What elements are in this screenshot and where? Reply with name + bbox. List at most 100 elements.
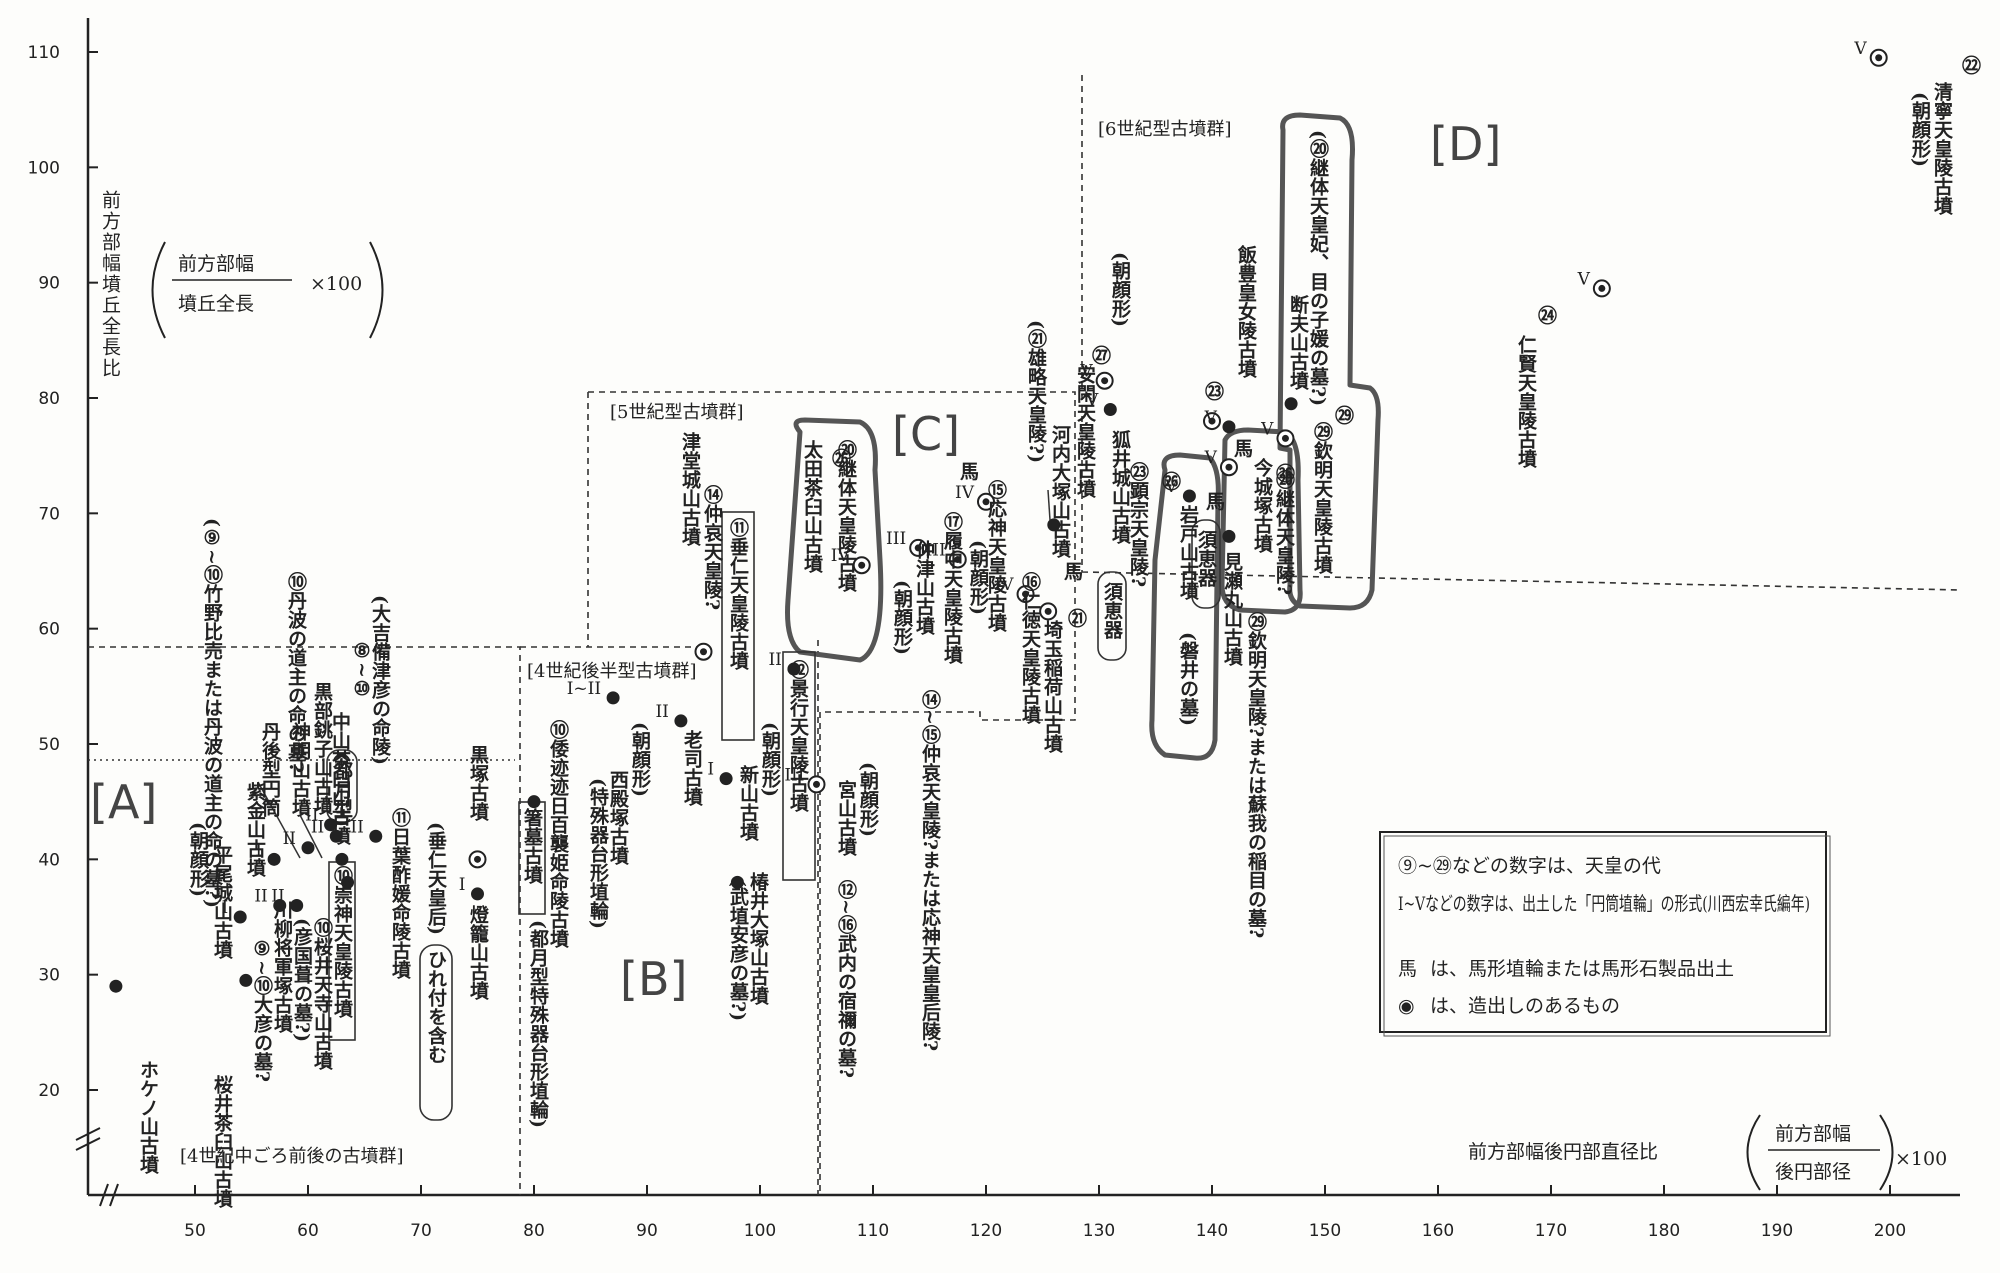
box-suinin (721, 511, 755, 741)
label-asagao-4: (朝顔形) (857, 762, 880, 837)
point-4: II (254, 886, 287, 912)
point-roman-24: III (926, 540, 946, 560)
label-asagao-8: (朝顔形) (1909, 92, 1932, 167)
label-chuai-2: ⑭~⑮仲哀天皇陵?または応神天皇皇后陵? (919, 689, 941, 1051)
y-fraction-denominator: 墳丘全長 (178, 293, 254, 315)
point-8: II (311, 817, 343, 843)
point-dot-28 (1047, 518, 1061, 532)
label-tanba-1: ⑩丹波の道主の命の墓? (285, 571, 308, 773)
group-5c-boundary (587, 391, 1076, 1195)
point-core-24 (954, 555, 962, 563)
point-29: V (1079, 362, 1114, 390)
point-roman-22: IV (831, 546, 851, 566)
point-core-27 (1044, 607, 1052, 615)
label-iitoyo: 飯豊皇女陵古墳 (1235, 244, 1258, 379)
label-asagao-1: (朝顔形) (187, 822, 210, 897)
leader-lines (257, 489, 1051, 859)
legend-item-tsukuridashi-symbol: ◉ (1398, 995, 1415, 1017)
point-dot-0 (109, 979, 123, 993)
point-core-38 (1598, 284, 1606, 292)
point-roman-34: V (1204, 448, 1218, 468)
y-axis-title: 前方部幅墳丘全長比 前方部幅 墳丘全長 ×100 (99, 190, 384, 379)
y-fraction-multiplier: ×100 (310, 273, 362, 295)
point-dot-30 (1103, 403, 1117, 417)
point-dot-31 (1182, 489, 1196, 503)
point-38: V (1577, 269, 1611, 298)
label-hikokuni: (彦国葺の墓?) (291, 918, 314, 1042)
point-21: III (784, 765, 826, 794)
point-33: V (1204, 408, 1236, 434)
legend-item-emperor-numbers: ⑨~㉙などの数字は、天皇の代 (1398, 855, 1661, 877)
point-11: II (350, 817, 383, 843)
legend-item-horse-symbol: 馬 (1398, 958, 1417, 980)
y-tick-label-40: 40 (38, 850, 60, 870)
x-fraction-numerator: 前方部幅 (1775, 1123, 1851, 1145)
y-fraction-paren-left (151, 241, 166, 339)
point-5: II (271, 886, 304, 912)
label-kurozuka: 黒塚古墳 (467, 745, 489, 822)
label-kawayanagi: 川柳将軍塚古墳 (271, 900, 294, 1034)
point-roman-18: I (707, 760, 714, 780)
legend-item-horse: は、馬形埴輪または馬形石製品出土 (1430, 958, 1734, 980)
label-kibitsu: (大吉備津彦の命陵) (369, 595, 391, 765)
point-25: IV (955, 483, 995, 511)
group-6c-boundary (1081, 75, 1961, 591)
numeral-22: ㉒ (1962, 54, 1981, 77)
y-fraction-paren-right (369, 241, 384, 339)
y-ticks: 20 30 40 50 60 70 80 90 100 110 (28, 43, 98, 1101)
point-dot-5 (290, 898, 304, 912)
point-39: V (1853, 39, 1888, 67)
point-roman-5: II (271, 886, 284, 906)
point-dot-6 (301, 841, 315, 855)
label-kawachi: 河内大塚山古墳 (1049, 425, 1071, 559)
point-dot-10 (341, 875, 355, 889)
label-suinin-kogo: (垂仁天皇后) (425, 822, 447, 935)
outline-ota-keitai (785, 417, 884, 663)
x-ticks: 50 60 70 80 90 100 110 120 130 140 150 160 170 180 190… (184, 1185, 1906, 1241)
label-kinmei-2: ㉙欽明天皇陵?または蘇我の稲目の墓? (1245, 611, 1268, 939)
point-dot-14 (527, 795, 541, 809)
marker-uma-1: 馬 (960, 461, 979, 483)
numeral-27: ㉗ (1092, 344, 1111, 367)
label-hokenoyama: ホケノ山古墳 (137, 1060, 159, 1175)
y-tick-label-60: 60 (38, 620, 60, 640)
label-shinyama: 新山古墳 (737, 764, 759, 842)
label-sujin: ⑩崇神天皇陵古墳 (331, 865, 353, 1019)
point-10 (341, 875, 355, 889)
legend-item-haniwa-types: I~Vなどの数字は、出土した「円筒埴輪」の形式(川西宏幸氏編年) (1398, 893, 1810, 915)
point-roman-17: II (655, 702, 668, 722)
point-core-16 (700, 648, 707, 656)
point-roman-11: II (350, 817, 363, 837)
label-sakurai-chausu: 桜井茶臼山古墳 (211, 1074, 233, 1209)
point-roman-1: I (221, 898, 228, 918)
x-tick-label-80: 80 (523, 1221, 545, 1241)
outline-iwato (1149, 452, 1221, 761)
label-richu: ⑰履中天皇陵古墳 (941, 511, 963, 665)
label-asagao-5: (朝顔形) (891, 580, 914, 655)
point-roman-20: II (768, 650, 781, 670)
point-15: I~II (567, 679, 620, 705)
point-36: V (1260, 419, 1295, 448)
point-35 (1222, 529, 1236, 543)
point-dot-37 (1284, 397, 1298, 411)
region-label-d: [D] (1430, 117, 1501, 171)
region-label-c: [C] (892, 407, 960, 461)
highlight-outlines (785, 112, 1381, 761)
label-shikin: 紫金山古墳 (244, 782, 267, 878)
label-keitai-1: ⑳継体天皇陵古墳 (835, 439, 857, 593)
point-16 (694, 642, 713, 661)
point-labels: ホケノ山古墳 桜井茶臼山古墳 平尾城山古墳 (朝顔形) 紫金山古墳 丹後型円筒 … (137, 54, 1981, 1209)
point-core-26 (1022, 590, 1030, 598)
label-iwato: 岩戸山古墳 (1177, 504, 1200, 601)
numeral-29: ㉙ (1335, 404, 1354, 427)
label-kenzo: ㉓顕宗天皇陵? (1127, 461, 1149, 587)
box-sueki1 (1097, 571, 1127, 661)
point-core-22 (858, 561, 866, 569)
point-dot-19 (730, 875, 744, 889)
numeral-23: ㉓ (1205, 380, 1224, 403)
point-roman-4: II (254, 886, 267, 906)
label-yamato: ⑩倭迹迹日百襲姫命陵古墳 (547, 719, 569, 949)
point-dot-35 (1222, 529, 1236, 543)
label-imashiro: 今城塚古墳 (1251, 457, 1274, 554)
label-ota: 太田茶臼山古墳 (801, 439, 823, 574)
